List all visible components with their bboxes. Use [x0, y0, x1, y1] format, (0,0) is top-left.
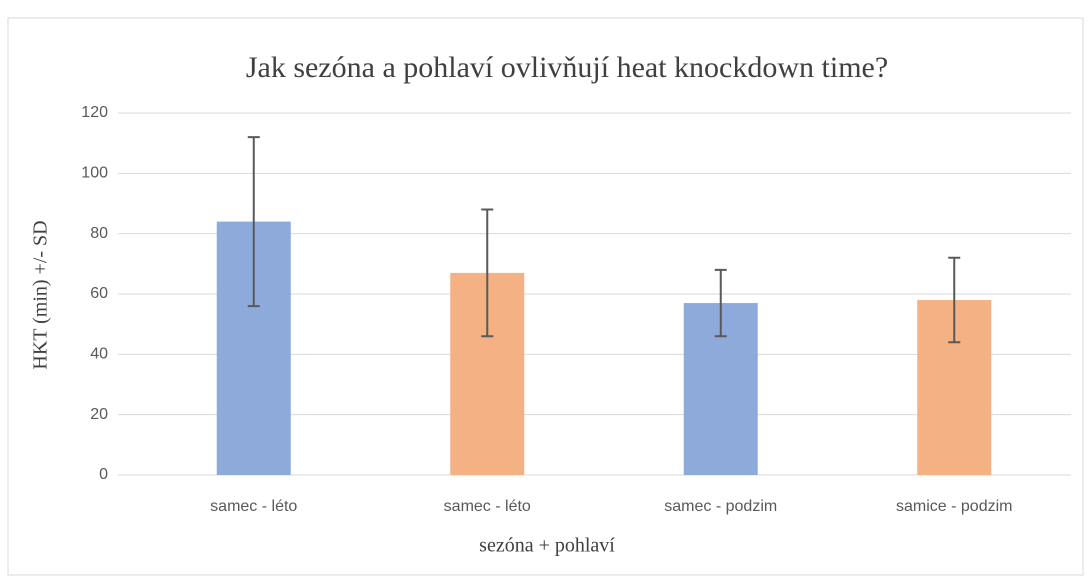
y-tick-label: 80: [90, 225, 108, 242]
x-tick-label: samice - podzim: [896, 498, 1012, 515]
x-tick-label: samec - léto: [444, 498, 531, 515]
chart-border: [7, 17, 1084, 576]
y-tick-label: 120: [81, 104, 108, 121]
y-tick-label: 20: [90, 406, 108, 423]
y-tick-label: 0: [99, 466, 108, 483]
y-tick-label: 60: [90, 285, 108, 302]
y-tick-label: 100: [81, 165, 108, 182]
y-axis-label: HKT (min) +/- SD: [30, 220, 52, 369]
error-bar: [714, 268, 727, 338]
x-tick-label: samec - léto: [210, 498, 297, 515]
x-tick-label: samec - podzim: [664, 498, 777, 515]
chart-title: Jak sezóna a pohlaví ovlivňují heat knoc…: [246, 51, 888, 84]
error-bar: [247, 136, 260, 308]
error-bar: [481, 208, 494, 338]
error-bar: [948, 256, 961, 344]
x-axis-label: sezóna + pohlaví: [479, 535, 615, 557]
y-tick-label: 40: [90, 346, 108, 363]
